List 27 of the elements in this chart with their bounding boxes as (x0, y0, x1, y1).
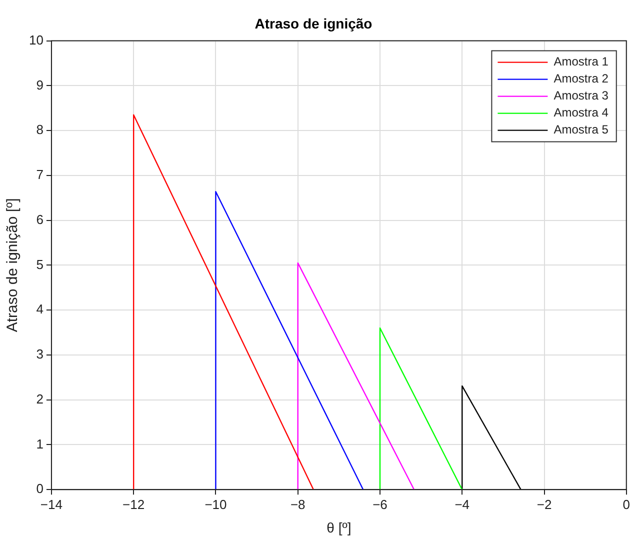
x-tick-label: 0 (622, 496, 630, 512)
legend-label: Amostra 1 (554, 54, 609, 69)
x-tick-label: −2 (536, 496, 552, 512)
x-tick-label: −12 (122, 496, 145, 512)
legend-label: Amostra 2 (554, 72, 609, 86)
y-tick-label: 8 (36, 122, 44, 138)
x-tick-label: −8 (290, 496, 306, 512)
y-tick-label: 7 (36, 167, 44, 182)
y-tick-label: 1 (36, 436, 44, 452)
x-tick-label: −14 (40, 496, 62, 512)
legend-label: Amostra 3 (554, 88, 609, 103)
legend-label: Amostra 4 (554, 106, 609, 120)
y-tick-label: 10 (28, 32, 44, 48)
y-axis-title: Atraso de ignição [º] (4, 198, 22, 332)
legend-label: Amostra 5 (554, 122, 609, 137)
chart-title: Atraso de ignição (254, 15, 372, 32)
y-tick-label: 3 (36, 346, 44, 362)
x-tick-label: −6 (372, 496, 388, 512)
x-axis-title: θ [º] (326, 519, 352, 536)
x-tick-label: −4 (454, 496, 470, 512)
y-tick-label: 0 (36, 481, 44, 496)
x-tick-label: −10 (204, 496, 227, 512)
y-tick-label: 6 (36, 212, 44, 227)
y-tick-label: 4 (36, 302, 44, 317)
y-tick-label: 2 (36, 391, 44, 406)
y-tick-label: 9 (36, 77, 44, 92)
y-tick-label: 5 (36, 256, 44, 272)
